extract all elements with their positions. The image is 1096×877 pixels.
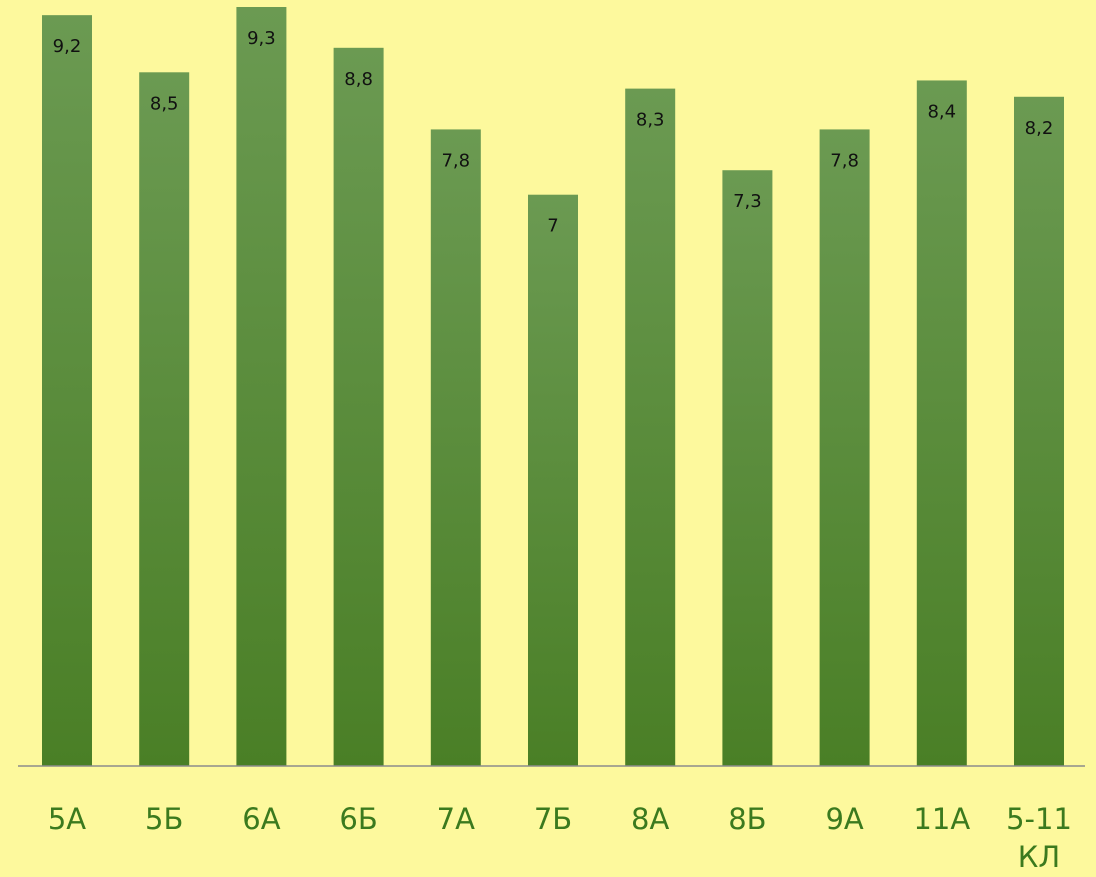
value-label-10: 8,2 bbox=[1025, 118, 1054, 139]
category-label-4: 7А bbox=[437, 802, 475, 836]
value-label-8: 7,8 bbox=[830, 150, 859, 171]
value-label-7: 7,3 bbox=[733, 191, 762, 212]
category-label-9: 11А bbox=[913, 802, 970, 836]
value-label-4: 7,8 bbox=[441, 150, 470, 171]
category-label-5: 7Б bbox=[534, 802, 572, 836]
bar-10 bbox=[1014, 96, 1064, 767]
value-label-1: 8,5 bbox=[150, 93, 179, 114]
value-label-6: 8,3 bbox=[636, 110, 665, 131]
bar-6 bbox=[625, 88, 676, 766]
bar-2 bbox=[236, 7, 287, 766]
category-label-0: 5А bbox=[48, 802, 86, 836]
bar-0 bbox=[42, 15, 92, 766]
category-label-6: 8А bbox=[631, 802, 669, 836]
bar-5 bbox=[528, 194, 578, 767]
bar-9 bbox=[916, 80, 967, 767]
category-label-1: 5Б bbox=[145, 802, 183, 836]
value-labels-group: 9,2 8,5 9,3 8,8 7,8 7 8,3 7,3 7,8 8,4 8,2 bbox=[53, 28, 1054, 237]
value-label-3: 8,8 bbox=[344, 69, 373, 90]
bar-7 bbox=[722, 170, 773, 766]
value-label-5: 7 bbox=[547, 216, 558, 237]
category-labels-group: 5А 5Б 6А 6Б 7А 7Б 8А 8Б 9А 11А 5-11 КЛ bbox=[48, 802, 1072, 874]
category-label-8: 9А bbox=[825, 802, 863, 836]
category-label-10: 5-11 КЛ bbox=[1006, 802, 1072, 874]
bar-8 bbox=[819, 129, 870, 766]
value-label-9: 8,4 bbox=[927, 101, 956, 122]
value-label-2: 9,3 bbox=[247, 28, 276, 49]
category-label-2: 6А bbox=[242, 802, 280, 836]
category-label-7: 8Б bbox=[728, 802, 766, 836]
bar-3 bbox=[333, 47, 384, 766]
bar-1 bbox=[139, 72, 190, 766]
category-label-3: 6Б bbox=[339, 802, 377, 836]
bars-group bbox=[42, 7, 1064, 767]
bar-4 bbox=[430, 129, 481, 766]
value-label-0: 9,2 bbox=[53, 36, 82, 57]
